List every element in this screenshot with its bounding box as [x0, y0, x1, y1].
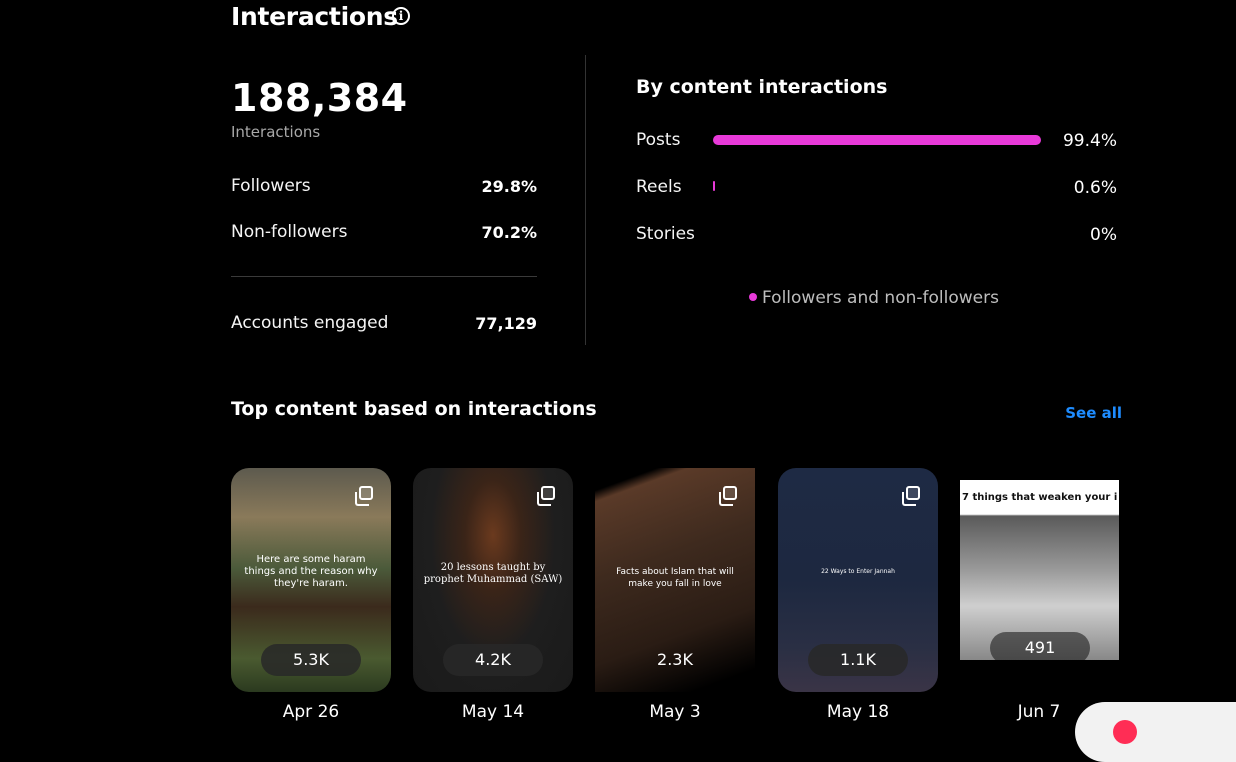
card-caption: 20 lessons taught by prophet Muhammad (S… [423, 562, 563, 585]
card-caption: Facts about Islam that will make you fal… [616, 567, 734, 589]
summary-divider [231, 276, 537, 277]
legend-label: Followers and non-followers [762, 288, 999, 308]
carousel-icon [719, 486, 737, 506]
reels-label: Reels [636, 177, 682, 197]
accounts-engaged-label: Accounts engaged [231, 313, 389, 333]
interactions-total: 188,384 [231, 76, 408, 120]
top-content-title: Top content based on interactions [231, 398, 597, 420]
carousel-icon [902, 486, 920, 506]
content-card[interactable]: Facts about Islam that will make you fal… [595, 468, 755, 692]
posts-label: Posts [636, 130, 681, 150]
card-date: May 18 [826, 702, 890, 722]
stories-label: Stories [636, 224, 695, 244]
page-title: Interactions [231, 2, 398, 31]
card-caption: Here are some haram things and the reaso… [244, 554, 378, 589]
interactions-total-label: Interactions [231, 123, 321, 141]
posts-pct: 99.4% [1062, 131, 1117, 151]
stories-pct: 0% [1090, 225, 1117, 245]
reels-bar-fill [713, 181, 715, 191]
notification-badge [1113, 720, 1137, 744]
carousel-icon [537, 486, 555, 506]
see-all-link[interactable]: See all [1065, 404, 1122, 422]
floating-widget[interactable] [1075, 702, 1236, 762]
reels-pct: 0.6% [1073, 178, 1117, 198]
content-card[interactable]: 20 lessons taught by prophet Muhammad (S… [413, 468, 573, 692]
card-date: May 14 [461, 702, 525, 722]
accounts-engaged-value: 77,129 [475, 314, 537, 333]
legend-dot [749, 293, 757, 301]
followers-label: Followers [231, 176, 311, 196]
card-date: Apr 26 [282, 702, 340, 722]
interaction-count: 1.1K [808, 644, 908, 676]
column-divider [585, 55, 586, 345]
posts-bar [713, 135, 1043, 145]
content-card[interactable]: 7 things that weaken your iman... 491 [960, 480, 1119, 660]
followers-value: 29.8% [481, 177, 537, 196]
interaction-count: 491 [990, 632, 1090, 660]
by-content-title: By content interactions [636, 76, 888, 98]
content-card[interactable]: 22 Ways to Enter Jannah 1.1K [778, 468, 938, 692]
interaction-count: 2.3K [657, 650, 693, 669]
interaction-count: 4.2K [443, 644, 543, 676]
non-followers-label: Non-followers [231, 222, 348, 242]
reels-bar [713, 181, 1043, 191]
card-caption: 22 Ways to Enter Jannah [821, 568, 895, 575]
card-date: Jun 7 [1017, 702, 1061, 722]
posts-bar-fill [713, 135, 1041, 145]
card-date: May 3 [649, 702, 701, 722]
content-card[interactable]: Here are some haram things and the reaso… [231, 468, 391, 692]
non-followers-value: 70.2% [481, 223, 537, 242]
stories-bar [713, 229, 1043, 239]
card-caption: 7 things that weaken your iman... [962, 492, 1117, 503]
carousel-icon [355, 486, 373, 506]
info-icon[interactable]: i [392, 7, 410, 25]
interaction-count: 5.3K [261, 644, 361, 676]
